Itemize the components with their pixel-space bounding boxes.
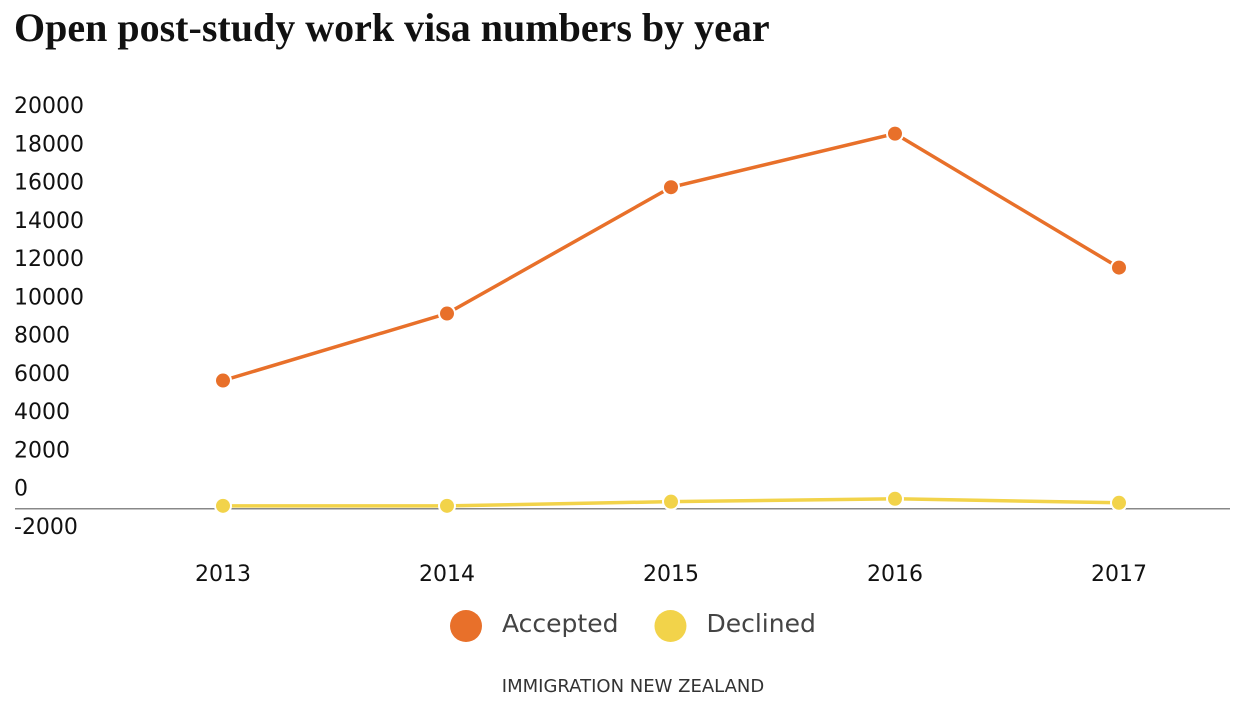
data-point — [438, 496, 456, 515]
data-point — [1110, 258, 1128, 277]
x-tick-label: 2013 — [195, 562, 251, 587]
y-tick-label: 18000 — [14, 132, 84, 157]
y-tick-label: 14000 — [14, 209, 84, 234]
data-point — [662, 492, 680, 511]
y-tick-label: 10000 — [14, 285, 84, 310]
x-tick-label: 2015 — [643, 562, 699, 587]
series-line — [222, 131, 1120, 383]
data-point — [662, 178, 680, 197]
y-tick-label: 12000 — [14, 247, 84, 272]
y-tick-label: 20000 — [14, 94, 84, 119]
y-tick-label: -2000 — [14, 515, 78, 540]
chart-title: Open post-study work visa numbers by yea… — [14, 5, 770, 50]
source: IMMIGRATION NEW ZEALAND — [502, 676, 764, 697]
x-tick-label: 2014 — [419, 562, 475, 587]
legend-label: Accepted — [502, 609, 618, 638]
legend-swatch — [654, 610, 687, 642]
y-tick-label: 4000 — [14, 400, 70, 425]
y-tick-label: 2000 — [14, 438, 70, 463]
x-tick-label: 2016 — [867, 562, 923, 587]
data-point — [886, 124, 904, 143]
y-tick-label: 8000 — [14, 324, 70, 349]
y-tick-label: 0 — [14, 477, 28, 502]
data-point — [886, 489, 904, 508]
y-tick-label: 16000 — [14, 171, 84, 196]
data-point — [438, 304, 456, 323]
data-point — [1110, 493, 1128, 512]
legend-label: Declined — [706, 609, 815, 638]
y-tick-label: 6000 — [14, 362, 70, 387]
data-point — [214, 496, 232, 515]
legend-swatch — [450, 610, 482, 642]
x-tick-label: 2017 — [1091, 562, 1147, 587]
data-point — [214, 371, 232, 390]
